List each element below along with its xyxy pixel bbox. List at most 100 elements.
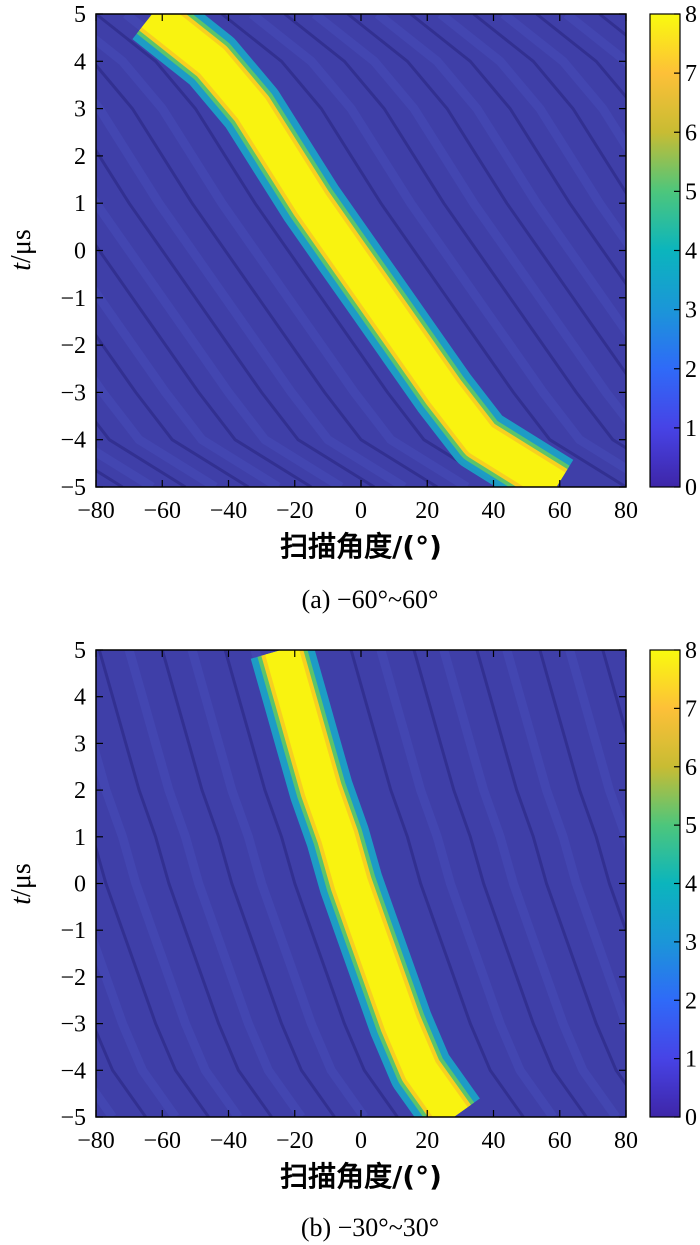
- sidelobe-null: [96, 14, 501, 487]
- colorbar-tick-label: 5: [685, 179, 697, 205]
- x-tick-label: −60: [143, 498, 181, 524]
- sidelobe: [311, 14, 626, 426]
- colorbar-tick-label: 7: [685, 61, 697, 87]
- ridge-point: [376, 296, 379, 299]
- sidelobe: [96, 375, 218, 487]
- y-tick-label: −4: [60, 1058, 86, 1084]
- x-tick-label: 40: [482, 498, 506, 524]
- y-axis-label: t/μs: [6, 863, 37, 904]
- colorbar-ticks: 0 1 2 3 4 5 6 7 8: [674, 2, 697, 501]
- sidelobe-null: [346, 14, 626, 377]
- colorbar-tick-label: 3: [685, 930, 697, 956]
- x-tick-label: 80: [614, 1128, 638, 1154]
- y-tick-label: −5: [60, 1105, 86, 1131]
- colorbar-tick-label: 2: [685, 988, 697, 1014]
- sidelobe-null: [349, 650, 525, 1117]
- x-tick-label: 60: [548, 498, 572, 524]
- sidelobe: [565, 650, 626, 854]
- ridge-point: [442, 391, 446, 394]
- x-tick-label: −40: [210, 498, 248, 524]
- colorbar-tick-label: 4: [685, 239, 697, 265]
- sidelobe-null: [472, 14, 626, 196]
- ridge-point: [419, 1069, 422, 1072]
- y-axis: −5 −4 −3 −2 −1 0 1 2 3 4 5: [60, 638, 626, 1131]
- sidelobe-null: [601, 650, 626, 738]
- x-tick-label: 80: [614, 498, 638, 524]
- x-tick-label: 0: [355, 1128, 367, 1154]
- sidelobe-null: [223, 650, 399, 1117]
- y-axis-label: t/μs: [6, 229, 37, 270]
- ridge-point: [320, 788, 323, 792]
- sidelobe-null: [96, 842, 210, 1117]
- y-tick-label: 5: [74, 638, 86, 664]
- sidelobe-null: [283, 14, 626, 450]
- x-tick-label: −40: [210, 1128, 248, 1154]
- sidelobe: [374, 14, 626, 339]
- sidelobe-null: [97, 650, 273, 1117]
- ridge-point: [310, 202, 313, 205]
- y-tick-label: 0: [74, 872, 86, 898]
- sidelobe-null: [96, 1027, 147, 1117]
- colorbar-tick-label: 1: [685, 416, 697, 442]
- x-tick-label: −20: [276, 498, 314, 524]
- sidelobe: [96, 285, 281, 487]
- y-tick-label: 2: [74, 778, 86, 804]
- peak-ridge: [250, 650, 480, 1117]
- colorbar-tick-label: 6: [685, 755, 697, 781]
- y-tick-label: 5: [74, 2, 86, 28]
- ridge-point: [479, 438, 482, 441]
- x-tick-label: −80: [77, 1128, 115, 1154]
- x-tick-label: −60: [143, 1128, 181, 1154]
- colorbar-tick-label: 7: [685, 696, 697, 722]
- sidelobe: [96, 935, 180, 1117]
- y-tick-label: 3: [74, 731, 86, 757]
- ridge-point: [399, 1022, 402, 1025]
- sidelobe-null: [96, 62, 438, 487]
- sidelobe-null: [538, 650, 626, 935]
- sidelobe-null: [96, 333, 250, 487]
- y-tick-label: −4: [60, 428, 86, 454]
- y-axis: −5 −4 −3 −2 −1 0 1 2 3 4 5: [60, 2, 626, 501]
- sidelobe: [187, 650, 368, 1117]
- y-tick-label: 0: [74, 239, 86, 265]
- y-tick-label: −2: [60, 333, 86, 359]
- peak-ridge: [132, 14, 574, 487]
- colorbar-tick-label: 3: [685, 298, 697, 324]
- ridge-point: [210, 60, 214, 63]
- y-tick-label: 4: [74, 685, 86, 711]
- x-tick-label: 0: [355, 498, 367, 524]
- colorbar-tick-label: 1: [685, 1047, 697, 1073]
- ridge-point: [336, 835, 340, 838]
- sidelobe: [248, 14, 626, 474]
- colorbar-tick-label: 8: [685, 638, 697, 664]
- x-axis: −80 −60 −40 −20 0 20 40 60 80: [77, 14, 638, 524]
- sidelobe-null: [96, 147, 376, 487]
- y-tick-label: 2: [74, 144, 86, 170]
- panel-caption: (b) −30°~30°: [301, 1213, 439, 1242]
- y-tick-label: −5: [60, 475, 86, 501]
- sidelobe: [500, 14, 626, 154]
- colorbar-tick-label: 4: [685, 872, 697, 898]
- x-tick-label: 20: [415, 498, 439, 524]
- ridge-point: [343, 249, 346, 252]
- ridge-point: [306, 742, 310, 745]
- sidelobe-null: [409, 14, 626, 287]
- y-tick-label: 4: [74, 49, 86, 75]
- y-tick-label: −1: [60, 286, 86, 312]
- x-tick-label: −20: [276, 1128, 314, 1154]
- sidelobe: [96, 194, 344, 487]
- colorbar-tick-label: 0: [685, 475, 697, 501]
- y-tick-label: −3: [60, 380, 86, 406]
- ridge-point: [280, 154, 283, 158]
- y-tick-label: 3: [74, 97, 86, 123]
- colorbar-ticks: 0 1 2 3 4 5 6 7 8: [674, 638, 697, 1131]
- sidelobe-null: [535, 14, 626, 100]
- y-tick-label: −2: [60, 965, 86, 991]
- ridge-point: [250, 107, 253, 110]
- ridge-point: [366, 929, 369, 932]
- x-axis: −80 −60 −40 −20 0 20 40 60 80: [77, 650, 638, 1154]
- x-axis-label: 扫描角度/(°): [280, 1160, 442, 1193]
